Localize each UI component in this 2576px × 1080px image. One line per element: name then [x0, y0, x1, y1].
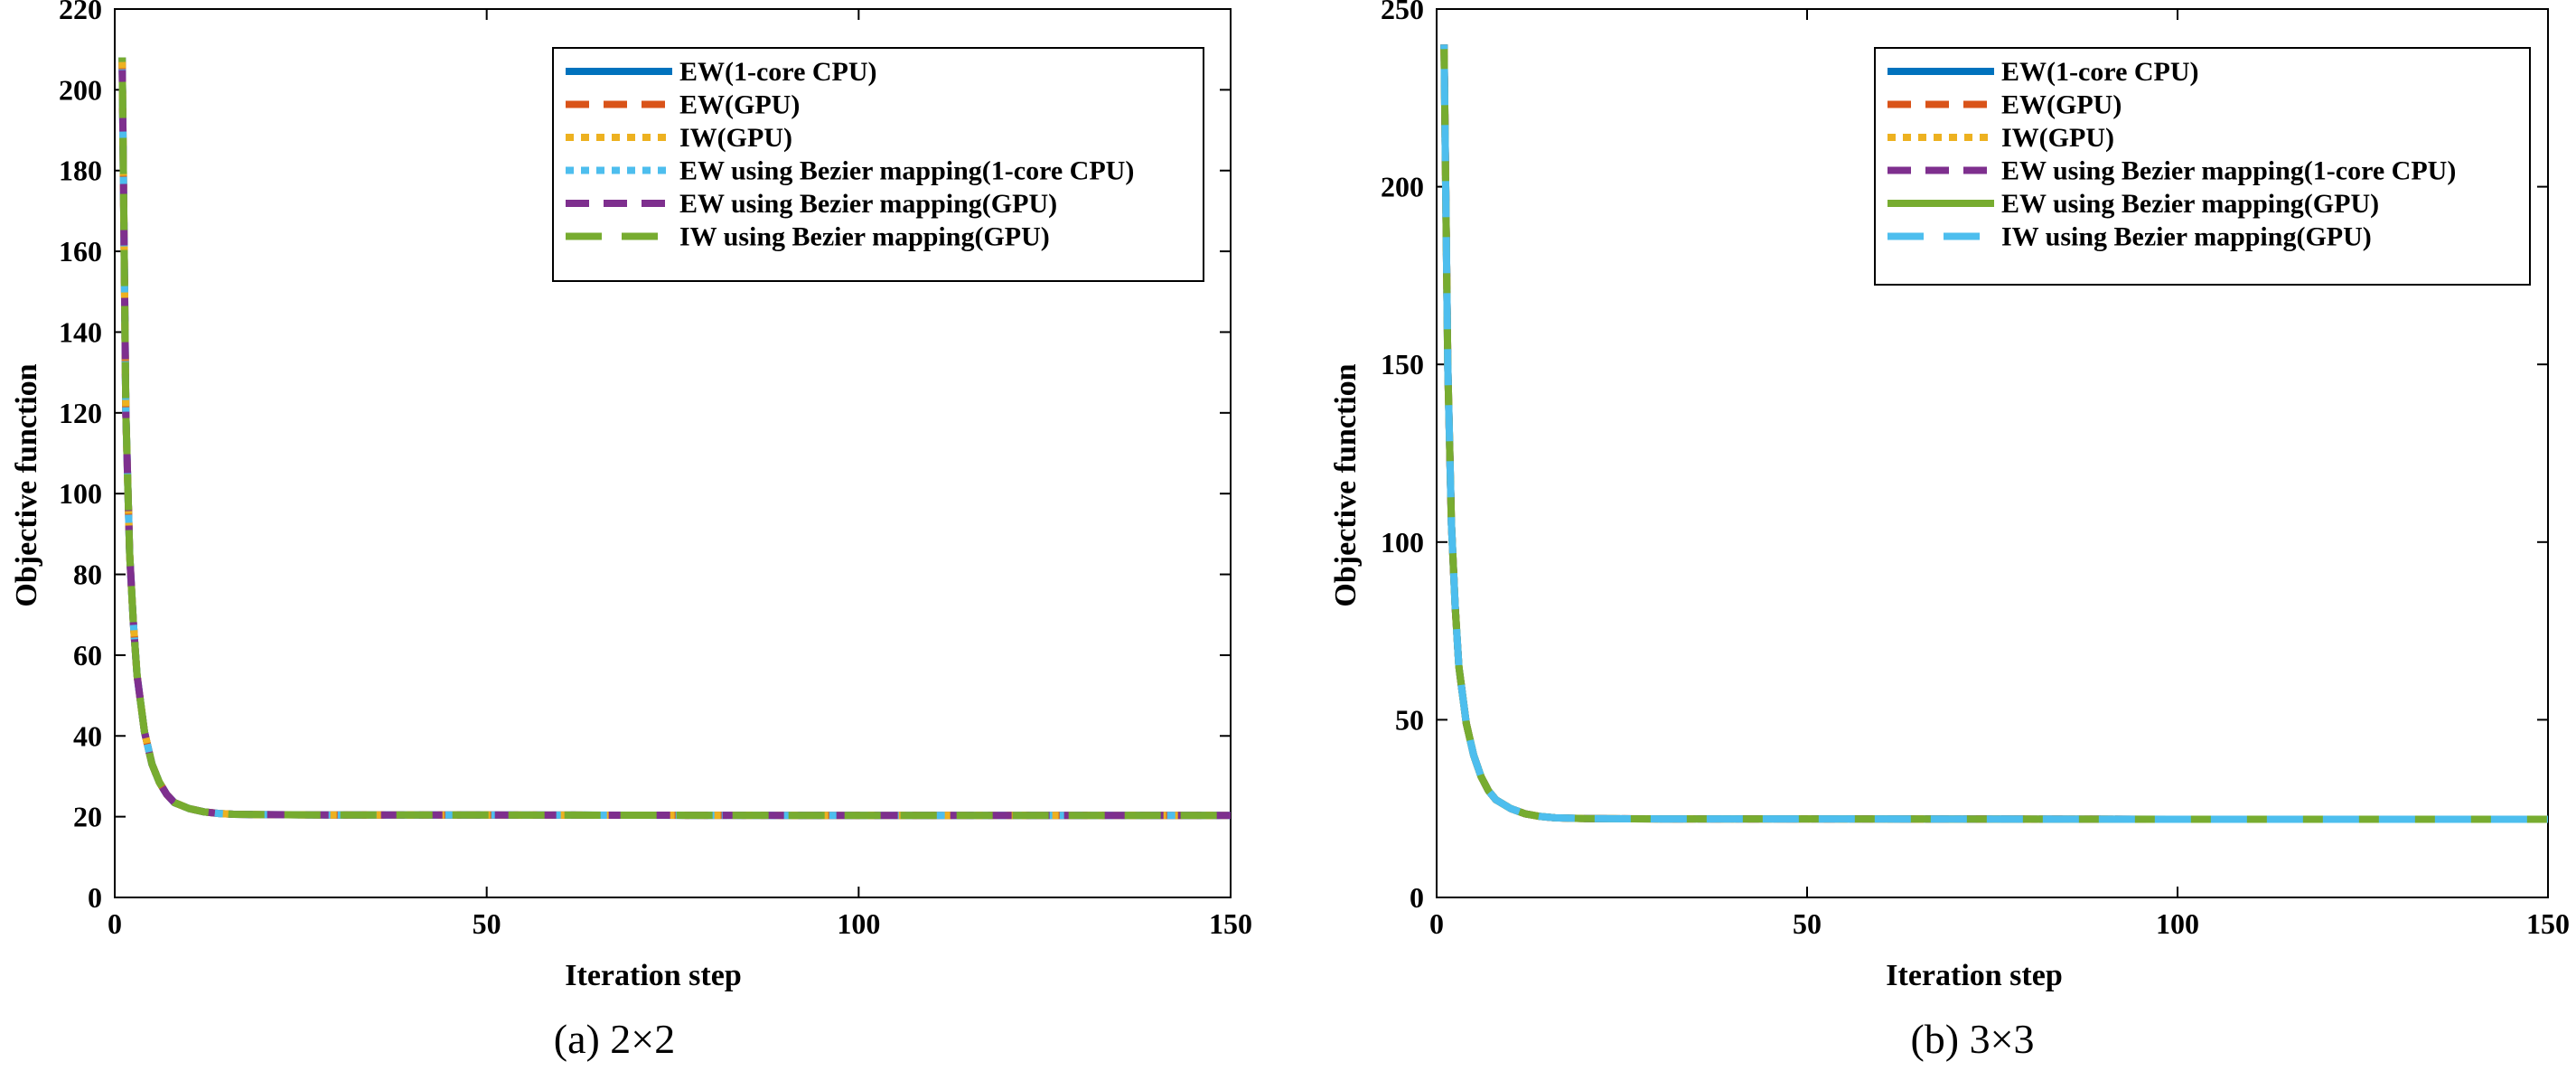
x-tick-label: 150: [2526, 907, 2570, 940]
legend-label: EW using Bezier mapping(GPU): [2001, 189, 2379, 219]
y-tick-label: 160: [59, 235, 102, 268]
xlabel-a: Iteration step: [565, 959, 741, 992]
legend-label: EW(1-core CPU): [679, 57, 877, 87]
ylabel-a: Objective function: [10, 363, 43, 606]
legend-label: EW(1-core CPU): [2001, 57, 2199, 87]
legend-label: EW(GPU): [679, 90, 800, 120]
y-tick-label: 100: [59, 477, 102, 510]
y-tick-label: 50: [1395, 703, 1424, 736]
legend-label: EW using Bezier mapping(1-core CPU): [679, 156, 1134, 186]
ylabel-b: Objective function: [1329, 363, 1363, 606]
y-tick-label: 140: [59, 315, 102, 348]
x-tick-label: 150: [1209, 907, 1252, 940]
x-tick-label: 0: [108, 907, 122, 940]
x-tick-label: 100: [837, 907, 880, 940]
series-line-6: [118, 57, 1231, 820]
y-tick-label: 200: [1381, 171, 1424, 203]
panel-a: (a) 2×2 Iteration step Objective functio…: [10, 0, 1252, 1062]
xlabel-b: Iteration step: [1886, 959, 2062, 992]
y-tick-label: 60: [73, 639, 102, 671]
legend-label: IW using Bezier mapping(GPU): [2001, 222, 2372, 252]
legend-label: EW using Bezier mapping(1-core CPU): [2001, 156, 2456, 186]
y-tick-label: 180: [59, 155, 102, 187]
x-tick-label: 100: [2156, 907, 2199, 940]
legend-label: IW(GPU): [2001, 123, 2114, 153]
y-tick-label: 150: [1381, 348, 1424, 380]
legend-label: EW(GPU): [2001, 90, 2122, 120]
y-tick-label: 0: [1410, 881, 1424, 914]
series-line-6: [1440, 44, 2548, 823]
y-tick-label: 120: [59, 397, 102, 429]
x-tick-label: 50: [1793, 907, 1822, 940]
y-tick-label: 80: [73, 559, 102, 591]
legend-box: [1874, 47, 2531, 286]
caption-a: (a) 2×2: [554, 1016, 676, 1062]
panel-b: (b) 3×3 Iteration step Objective functio…: [1329, 0, 2570, 1062]
legend-box: [552, 47, 1204, 282]
legend-label: IW using Bezier mapping(GPU): [679, 222, 1050, 252]
x-tick-label: 50: [473, 907, 501, 940]
legend-label: EW using Bezier mapping(GPU): [679, 189, 1057, 219]
legend-label: IW(GPU): [679, 123, 792, 153]
y-tick-label: 20: [73, 801, 102, 833]
x-tick-label: 0: [1429, 907, 1444, 940]
y-tick-label: 250: [1381, 0, 1424, 25]
y-tick-label: 40: [73, 719, 102, 752]
y-tick-label: 0: [88, 881, 102, 914]
caption-b: (b) 3×3: [1910, 1016, 2034, 1062]
y-tick-label: 100: [1381, 526, 1424, 559]
y-tick-label: 200: [59, 73, 102, 106]
y-tick-label: 220: [59, 0, 102, 25]
